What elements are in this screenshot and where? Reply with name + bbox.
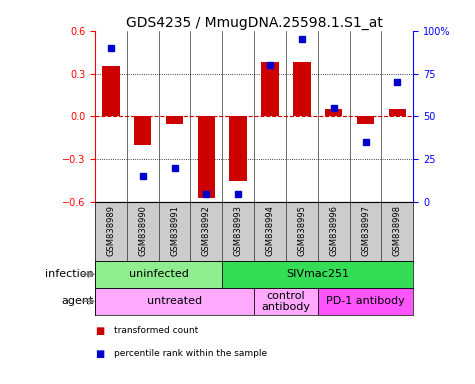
Bar (222, 261, 413, 288)
Bar (357, 116, 374, 124)
Bar (229, 116, 247, 181)
Bar (389, 109, 406, 116)
Text: GSM838992: GSM838992 (202, 205, 211, 256)
Text: GSM838998: GSM838998 (393, 205, 402, 256)
Text: GSM838991: GSM838991 (170, 205, 179, 256)
Text: ■: ■ (95, 349, 104, 359)
Text: GSM838994: GSM838994 (266, 205, 275, 256)
Bar (293, 62, 311, 116)
Text: agent: agent (61, 296, 94, 306)
Bar (95, 288, 254, 315)
Text: untreated: untreated (147, 296, 202, 306)
Text: control
antibody: control antibody (261, 291, 311, 312)
Text: GSM838995: GSM838995 (297, 205, 306, 256)
Bar (134, 116, 152, 145)
Bar (102, 66, 120, 116)
Text: GSM838990: GSM838990 (138, 205, 147, 256)
Text: SIVmac251: SIVmac251 (286, 269, 349, 279)
Text: GSM838993: GSM838993 (234, 205, 243, 256)
Text: infection: infection (45, 269, 94, 279)
Bar (166, 116, 183, 124)
Text: GSM838989: GSM838989 (106, 205, 115, 256)
Text: percentile rank within the sample: percentile rank within the sample (114, 349, 267, 358)
Text: GSM838996: GSM838996 (329, 205, 338, 256)
Bar (318, 288, 413, 315)
Text: ■: ■ (95, 326, 104, 336)
Text: uninfected: uninfected (129, 269, 189, 279)
Bar (261, 62, 279, 116)
Bar (95, 261, 222, 288)
Text: GSM838997: GSM838997 (361, 205, 370, 256)
Bar (198, 116, 215, 198)
Bar (325, 109, 342, 116)
Text: PD-1 antibody: PD-1 antibody (326, 296, 405, 306)
Title: GDS4235 / MmugDNA.25598.1.S1_at: GDS4235 / MmugDNA.25598.1.S1_at (126, 16, 382, 30)
Bar (254, 288, 318, 315)
Text: transformed count: transformed count (114, 326, 198, 335)
